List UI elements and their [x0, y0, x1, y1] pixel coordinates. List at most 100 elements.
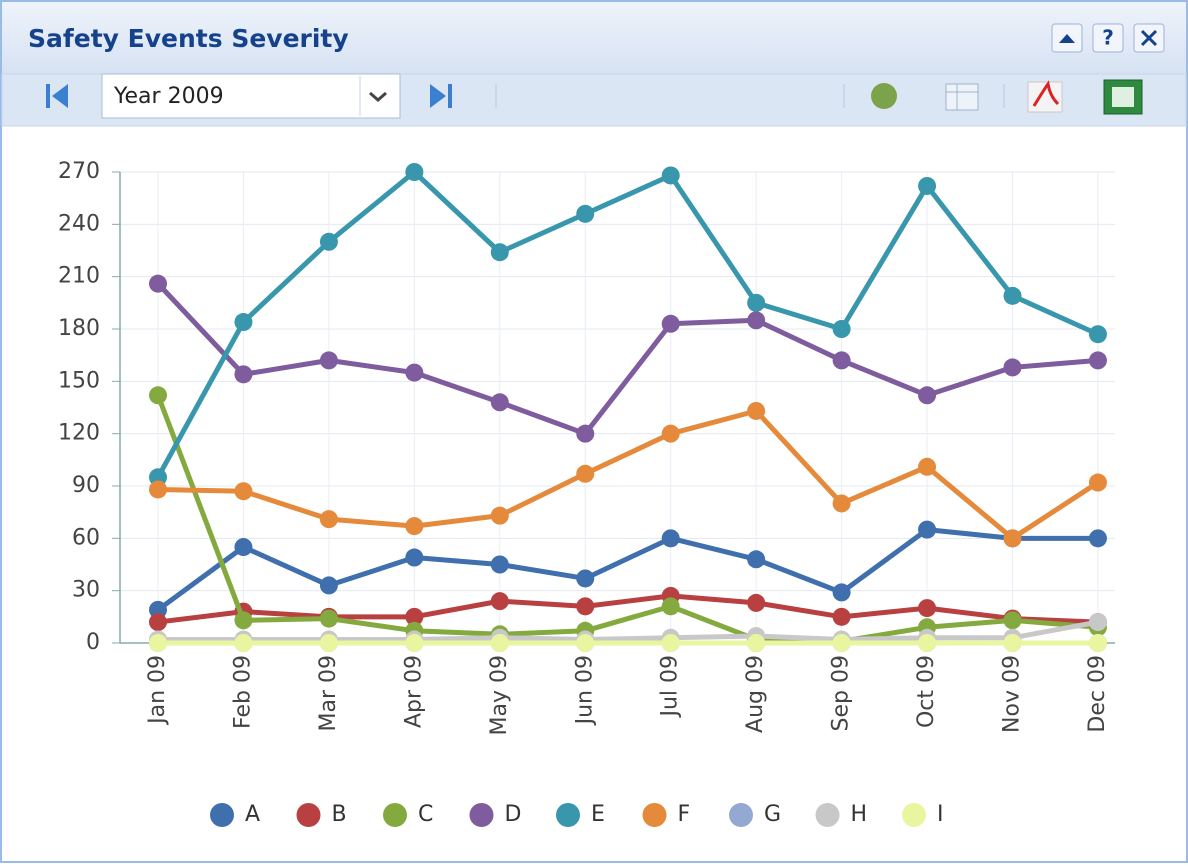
- data-point: [319, 510, 338, 529]
- data-point: [576, 597, 595, 616]
- data-point: [832, 634, 851, 652]
- data-point: [149, 386, 167, 405]
- data-point: [918, 520, 937, 539]
- x-tick-label: Jul 09: [658, 655, 683, 719]
- data-point: [234, 538, 253, 557]
- data-point: [405, 363, 424, 382]
- legend-label: D: [505, 802, 522, 827]
- legend-swatch: [210, 803, 234, 827]
- data-point: [1003, 286, 1022, 305]
- table-button[interactable]: [945, 83, 979, 111]
- data-point: [576, 424, 595, 443]
- data-point: [490, 393, 509, 412]
- x-tick-label: Oct 09: [914, 655, 939, 728]
- header-bar: [2, 2, 1186, 74]
- series-line: [155, 169, 1099, 479]
- data-point: [747, 401, 766, 420]
- period-value: Year 2009: [113, 84, 224, 109]
- data-point: [576, 634, 595, 652]
- data-point: [405, 548, 424, 567]
- x-tick-label: Feb 09: [230, 655, 255, 729]
- data-point: [576, 569, 595, 588]
- data-point: [747, 311, 766, 330]
- y-tick-label: 120: [58, 421, 100, 446]
- header-buttons: ?: [1051, 23, 1165, 53]
- data-point: [1088, 634, 1107, 652]
- title: Safety Events Severity: [28, 24, 349, 53]
- y-tick-label: 180: [58, 316, 100, 341]
- data-point: [149, 634, 167, 652]
- data-point: [405, 607, 424, 626]
- data-point: [405, 517, 424, 536]
- data-point: [319, 634, 338, 652]
- data-point: [1088, 325, 1107, 344]
- x-tick-label: Nov 09: [1000, 655, 1025, 733]
- data-point: [490, 243, 509, 262]
- series-line: [156, 527, 1098, 612]
- y-tick-label: 30: [72, 578, 100, 603]
- x-tick-label: Mar 09: [316, 655, 341, 732]
- data-point: [661, 166, 680, 185]
- data-point: [918, 176, 937, 195]
- data-point: [319, 232, 338, 251]
- data-point: [918, 634, 937, 652]
- legend-label: F: [678, 802, 691, 827]
- legend-swatch: [383, 803, 407, 827]
- x-tick-label: Jan 09: [145, 655, 170, 726]
- y-tick-label: 0: [86, 630, 100, 655]
- y-tick-label: 150: [58, 368, 100, 393]
- first-button[interactable]: [46, 84, 68, 108]
- data-point: [234, 365, 253, 384]
- pdf-icon: [1032, 80, 1060, 107]
- legend-label: I: [937, 802, 944, 827]
- data-point: [234, 313, 253, 332]
- legend-swatch: [729, 803, 753, 827]
- series-line: [157, 593, 1099, 625]
- period-select[interactable]: [101, 73, 401, 119]
- data-point: [918, 457, 937, 476]
- y-tick-label: 60: [72, 525, 100, 550]
- data-point: [918, 386, 937, 405]
- x-tick-label: May 09: [487, 655, 512, 735]
- legend-swatch: [815, 803, 840, 827]
- data-point: [1003, 611, 1022, 630]
- legend-label: C: [418, 802, 433, 827]
- data-point: [661, 314, 680, 333]
- data-point: [490, 592, 509, 611]
- data-point: [1003, 634, 1022, 652]
- x-tick-label: Apr 09: [401, 655, 426, 728]
- series-line: [155, 394, 1099, 644]
- legend-label: B: [332, 802, 347, 827]
- data-point: [319, 351, 338, 370]
- data-point: [1088, 351, 1107, 370]
- legend-swatch: [296, 803, 321, 827]
- last-button[interactable]: [430, 84, 452, 108]
- legend-swatch: [556, 803, 580, 827]
- legend-label: G: [764, 802, 781, 827]
- data-point: [661, 634, 680, 652]
- data-point: [149, 274, 167, 293]
- data-point: [405, 634, 424, 652]
- excel-icon: [1112, 87, 1134, 107]
- y-tick-label: 270: [58, 159, 100, 184]
- data-point: [490, 555, 509, 574]
- data-point: [319, 609, 338, 628]
- data-point: [1088, 529, 1107, 548]
- data-point: [234, 611, 253, 630]
- legend-swatch: [469, 803, 494, 827]
- data-point: [1003, 358, 1022, 377]
- data-point: [490, 634, 509, 652]
- dropdown-arrow[interactable]: [369, 91, 387, 102]
- data-point: [234, 482, 253, 501]
- refresh-button[interactable]: [871, 83, 897, 109]
- series-line: [157, 408, 1100, 541]
- data-point: [1088, 473, 1107, 492]
- data-point: [149, 480, 167, 499]
- data-point: [832, 494, 851, 513]
- series-line: [158, 619, 1099, 643]
- legend-swatch: [902, 803, 926, 827]
- x-tick-label: Sep 09: [829, 655, 854, 731]
- help-button[interactable]: [1092, 23, 1124, 53]
- data-point: [319, 576, 338, 595]
